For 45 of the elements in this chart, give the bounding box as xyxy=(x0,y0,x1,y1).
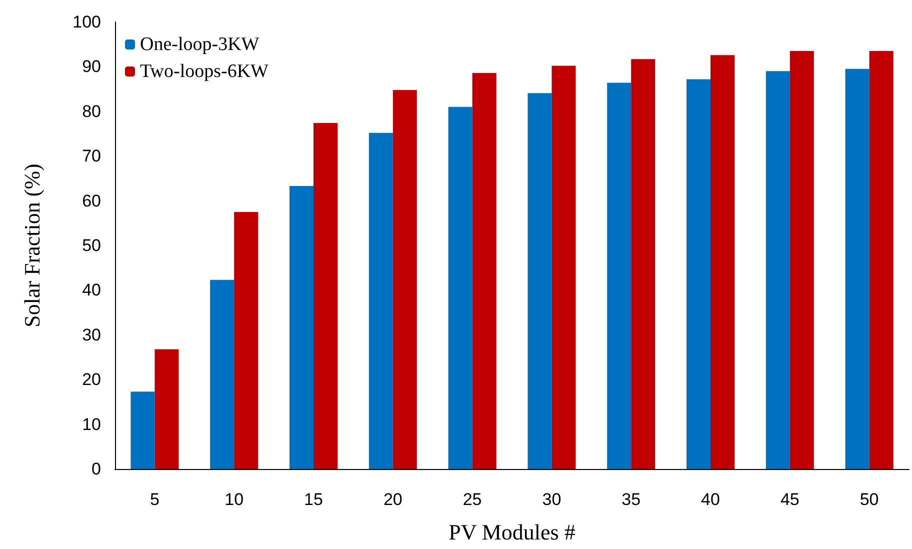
y-tick-label: 80 xyxy=(82,102,101,121)
x-tick-label: 50 xyxy=(860,490,879,509)
y-tick-label: 100 xyxy=(72,12,101,32)
bar xyxy=(210,280,234,469)
bar xyxy=(314,123,338,469)
bar xyxy=(607,82,632,469)
x-tick-label: 5 xyxy=(150,490,160,509)
bar xyxy=(552,66,576,469)
bar xyxy=(710,55,734,469)
bar xyxy=(869,51,894,469)
bar xyxy=(472,72,496,469)
x-axis-title: PV Modules # xyxy=(448,520,576,544)
y-tick-label: 0 xyxy=(92,460,101,478)
legend-label: One-loop-3KW xyxy=(140,34,260,55)
bar xyxy=(790,51,814,469)
bar xyxy=(845,68,870,469)
bar xyxy=(528,93,552,469)
y-tick-label: 40 xyxy=(82,280,101,300)
y-tick-label: 20 xyxy=(82,370,101,390)
x-tick-label: 10 xyxy=(224,490,244,509)
y-tick-label: 60 xyxy=(82,191,101,210)
y-tick-label: 10 xyxy=(82,414,101,434)
bar xyxy=(448,106,472,469)
x-tick-label: 40 xyxy=(701,490,720,509)
bar xyxy=(290,186,314,469)
x-tick-label: 15 xyxy=(304,490,323,509)
x-tick-label: 35 xyxy=(622,490,641,509)
y-axis-title: Solar Fraction (%) xyxy=(20,164,44,328)
y-tick-label: 30 xyxy=(82,325,101,344)
legend-label: Two-loops-6KW xyxy=(140,61,269,82)
bar xyxy=(234,212,258,469)
y-tick-label: 90 xyxy=(82,57,101,76)
bar xyxy=(766,71,790,469)
x-tick-label: 30 xyxy=(542,490,562,509)
bar xyxy=(130,392,155,469)
bar xyxy=(686,79,710,469)
x-tick-label: 45 xyxy=(780,490,800,509)
bar xyxy=(392,90,417,469)
y-tick-label: 70 xyxy=(82,146,101,166)
bar xyxy=(368,132,393,469)
bar xyxy=(631,59,656,469)
x-tick-label: 20 xyxy=(383,490,402,509)
x-tick-label: 25 xyxy=(462,490,482,509)
bar xyxy=(154,349,179,469)
y-tick-label: 50 xyxy=(82,236,101,255)
